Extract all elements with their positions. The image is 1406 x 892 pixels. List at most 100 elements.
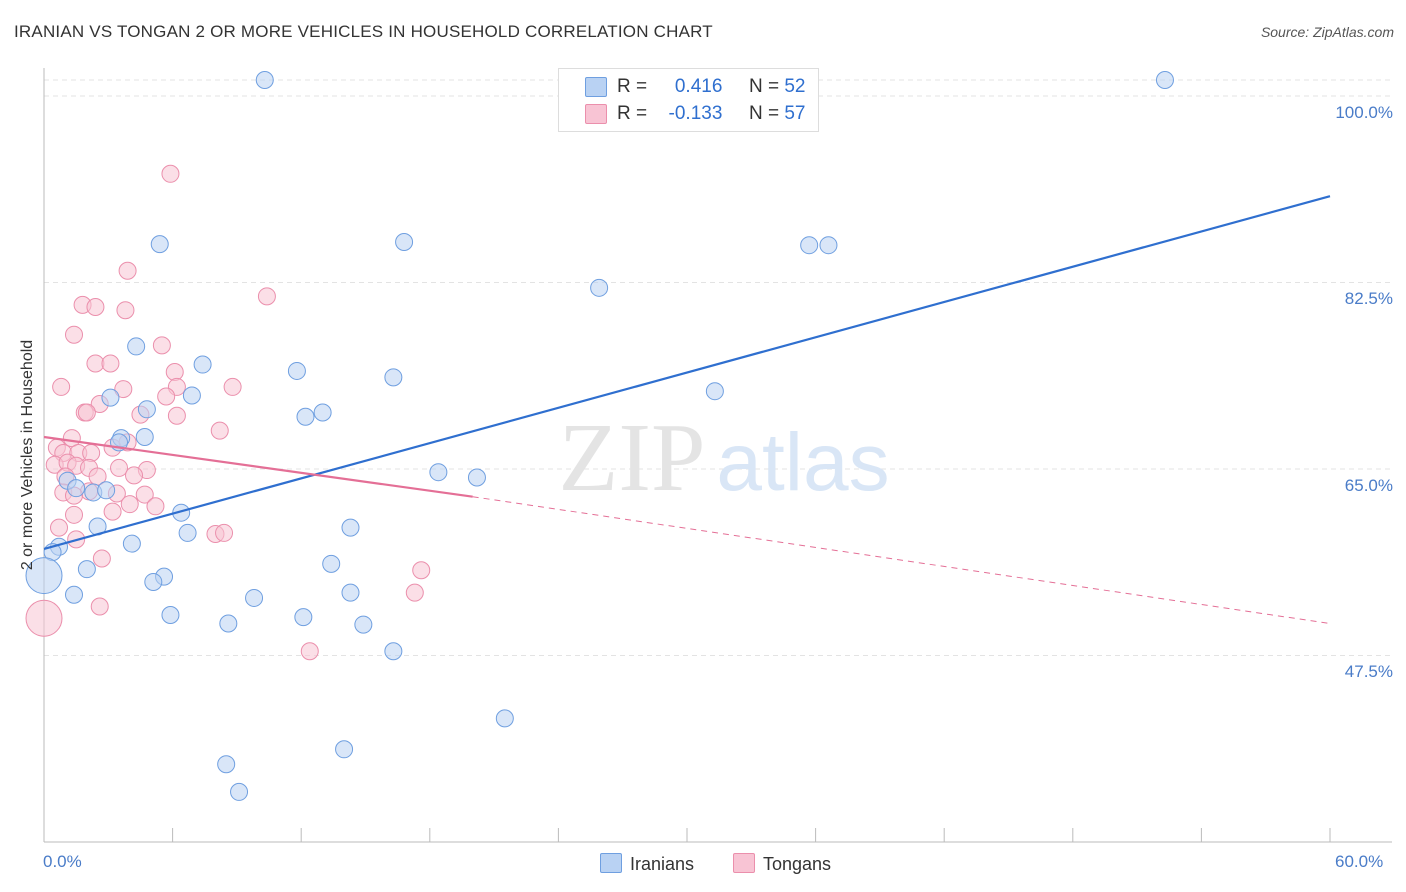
- iranians-point-7: [127, 337, 146, 356]
- tongans-point-53: [300, 642, 319, 661]
- y-tick-label-1: 65.0%: [1344, 475, 1393, 495]
- iranians-point-40: [161, 605, 180, 624]
- iranians-point-14: [296, 407, 315, 426]
- tongans-point-6: [65, 325, 84, 344]
- x-tick-label-max: 60.0%: [1335, 852, 1384, 871]
- iranians-point-15: [137, 400, 156, 419]
- n-label: N =: [748, 76, 780, 97]
- tongans-point-45: [65, 505, 84, 524]
- r-value-tongans: -0.133: [668, 103, 723, 124]
- iranians-point-49: [25, 557, 63, 595]
- legend-label-tongans: Tongans: [763, 854, 832, 874]
- y-tick-label-2: 82.5%: [1344, 289, 1393, 309]
- iranians-point-2: [150, 235, 169, 254]
- tongans-point-18: [77, 403, 96, 422]
- n-label: N =: [748, 103, 780, 124]
- x-tick-label-min: 0.0%: [43, 852, 82, 871]
- tongans-point-0: [161, 164, 180, 183]
- tongans-point-50: [412, 561, 431, 580]
- iranians-point-11: [182, 386, 201, 405]
- iranians-point-37: [341, 583, 360, 602]
- tongans-point-37: [125, 466, 144, 485]
- y-axis-label: 2 or more Vehicles in Household: [19, 339, 36, 571]
- tongans-point-2: [257, 287, 276, 306]
- stats-box: R = 0.416 N = 52 R = -0.133 N = 57: [558, 68, 819, 132]
- iranians-point-41: [294, 608, 313, 627]
- legend-swatch-tongans: [733, 853, 755, 873]
- tongans-point-46: [50, 518, 69, 537]
- tongans-point-33: [110, 458, 129, 477]
- iranians-point-36: [144, 572, 163, 591]
- n-value-iranians: 52: [784, 76, 806, 97]
- chart-title: IRANIAN VS TONGAN 2 OR MORE VEHICLES IN …: [14, 22, 713, 41]
- tongans-point-7: [152, 336, 171, 355]
- tongans-point-43: [103, 502, 122, 521]
- iranians-point-23: [67, 479, 86, 498]
- iranians-point-10: [384, 368, 403, 387]
- iranians-point-12: [101, 388, 120, 407]
- iranians-swatch: [585, 77, 607, 97]
- iranians-point-42: [219, 614, 238, 633]
- trend-line-iranians: [43, 195, 1331, 550]
- series-iranians: [25, 71, 1174, 801]
- tongans-point-51: [405, 583, 424, 602]
- tongans-point-20: [167, 406, 186, 425]
- iranians-point-30: [122, 534, 141, 553]
- grid-layer: [44, 79, 1392, 656]
- tongans-point-28: [82, 444, 101, 463]
- tongans-point-48: [215, 523, 234, 542]
- tongans-point-49: [92, 549, 111, 568]
- iranians-point-21: [467, 468, 486, 487]
- iranians-point-6: [590, 278, 609, 297]
- tongans-point-12: [114, 380, 133, 399]
- tongans-point-9: [101, 354, 120, 373]
- stats-row-iranians: R = 0.416 N = 52: [617, 75, 805, 99]
- r-value-iranians: 0.416: [674, 76, 723, 97]
- trend-line-tongans-extension: [472, 496, 1331, 625]
- iranians-point-1: [1155, 71, 1174, 89]
- tongans-point-5: [116, 301, 135, 320]
- axis-layer: [43, 68, 1392, 843]
- legend-item-iranians[interactable]: Iranians: [600, 852, 694, 876]
- iranians-point-39: [245, 588, 264, 607]
- trend-line-tongans: [43, 435, 473, 498]
- watermark: ZIP atlas: [559, 404, 890, 512]
- tongans-point-8: [86, 354, 105, 373]
- iranians-point-34: [77, 560, 96, 579]
- iranians-point-43: [354, 615, 373, 634]
- iranians-point-5: [819, 236, 838, 255]
- iranians-point-29: [178, 523, 197, 542]
- tongans-point-10: [165, 363, 184, 382]
- tongans-point-4: [86, 298, 105, 317]
- iranians-point-13: [705, 382, 724, 401]
- iranians-point-4: [800, 236, 819, 255]
- legend-swatch-iranians: [600, 853, 622, 873]
- iranians-point-33: [322, 554, 341, 573]
- stats-row-tongans: R = -0.133 N = 57: [617, 102, 805, 126]
- r-label: R =: [617, 103, 648, 124]
- legend-item-tongans[interactable]: Tongans: [733, 852, 831, 876]
- tongans-point-11: [52, 377, 71, 396]
- n-value-tongans: 57: [784, 103, 806, 124]
- y-tick-label-0: 47.5%: [1344, 662, 1393, 682]
- iranians-point-3: [395, 232, 414, 251]
- tongans-point-54: [25, 599, 63, 637]
- watermark-atlas: atlas: [716, 417, 889, 508]
- tongans-point-1: [118, 261, 137, 280]
- legend-label-iranians: Iranians: [630, 854, 695, 874]
- tongans-point-44: [146, 497, 165, 516]
- iranians-point-8: [193, 355, 212, 374]
- tongans-point-15: [157, 387, 176, 406]
- source-credit: Source: ZipAtlas.com: [1260, 24, 1394, 40]
- iranians-point-20: [429, 463, 448, 482]
- tongans-swatch: [585, 104, 607, 124]
- iranians-point-0: [255, 71, 274, 89]
- iranians-point-47: [217, 755, 236, 774]
- y-tick-label-3: 100.0%: [1335, 102, 1393, 122]
- trend-layer: [43, 195, 1331, 625]
- tongans-point-14: [223, 377, 242, 396]
- iranians-point-25: [97, 481, 116, 500]
- tongans-point-21: [210, 421, 229, 440]
- tongans-point-41: [135, 485, 154, 504]
